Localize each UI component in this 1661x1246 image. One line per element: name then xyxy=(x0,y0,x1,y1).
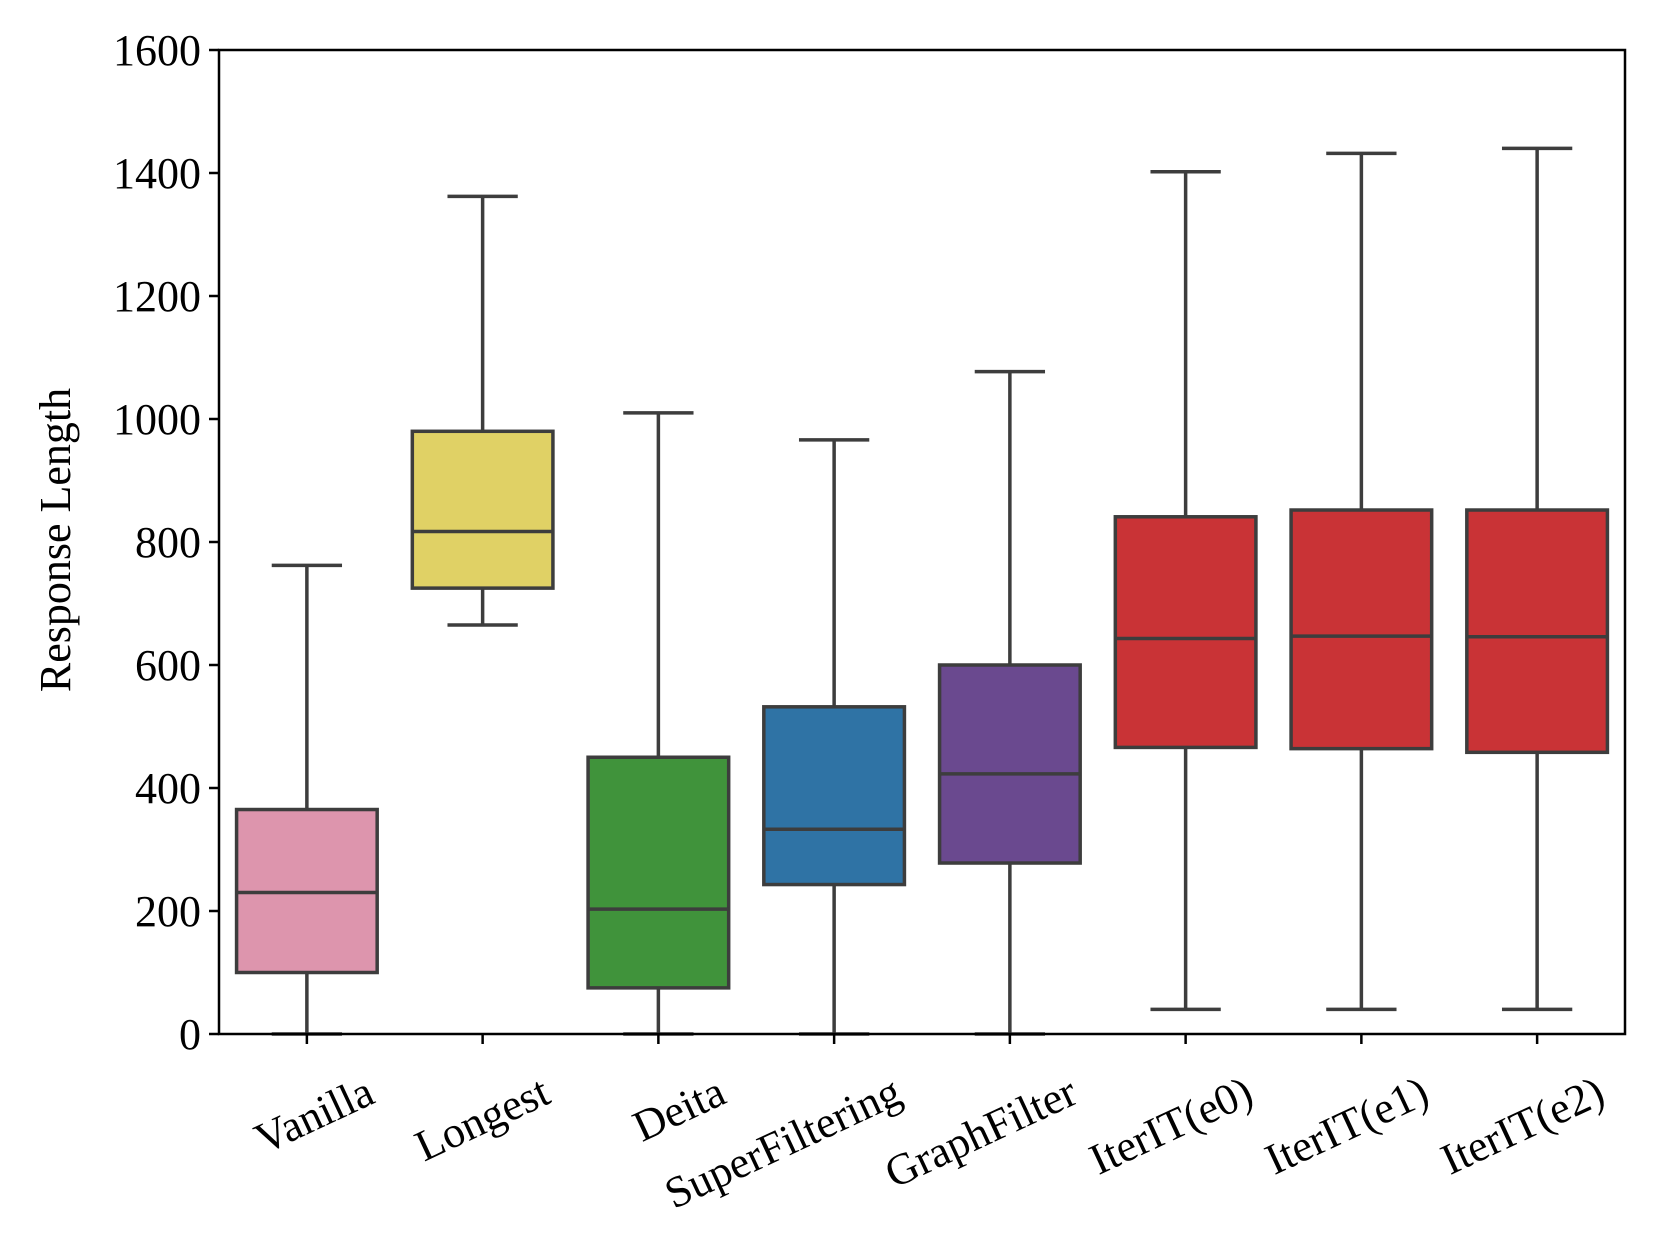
box-group-deita xyxy=(586,411,731,1036)
x-tick-label: IterIT(e0) xyxy=(1082,1067,1260,1185)
box-group-iterit-e2- xyxy=(1465,146,1610,1012)
iqr-box xyxy=(410,429,555,590)
y-tick-label: 400 xyxy=(135,764,201,813)
y-tick-label: 200 xyxy=(135,887,201,936)
iqr-box xyxy=(762,705,907,887)
iqr-box xyxy=(937,663,1082,865)
iqr-box xyxy=(586,755,731,990)
y-axis-title: Response Length xyxy=(31,388,80,692)
box-group-iterit-e1- xyxy=(1289,151,1434,1012)
x-tick-label: IterIT(e1) xyxy=(1258,1067,1436,1185)
y-tick-label: 600 xyxy=(135,641,201,690)
y-tick-label: 0 xyxy=(179,1010,201,1059)
x-axis: Vanilla Longest DeitaSuperFilteringGraphFi… xyxy=(247,1034,1611,1218)
box-group-vanilla xyxy=(234,563,379,1036)
y-tick-label: 1200 xyxy=(113,272,201,321)
plot-frame xyxy=(217,48,1627,1036)
y-tick-label: 1000 xyxy=(113,395,201,444)
y-tick-label: 1400 xyxy=(113,149,201,198)
x-tick-label: IterIT(e2) xyxy=(1433,1067,1611,1185)
y-axis: 0 200 400 600 800 1000 1200 1400 1600 xyxy=(113,26,219,1059)
x-tick-label: Deita xyxy=(626,1067,733,1152)
box-group-graphfilter xyxy=(937,369,1082,1036)
plot-marks xyxy=(234,146,1610,1036)
x-tick-label: GraphFilter xyxy=(877,1067,1084,1198)
y-tick-label: 1600 xyxy=(113,26,201,75)
iqr-box xyxy=(1465,508,1610,755)
iqr-box xyxy=(1113,515,1258,750)
x-tick-label: Vanilla xyxy=(247,1067,381,1164)
box-group-iterit-e0- xyxy=(1113,170,1258,1012)
x-tick-label: Longest xyxy=(408,1067,557,1171)
iqr-box xyxy=(1289,508,1434,751)
box-group-superfiltering xyxy=(762,438,907,1036)
box-group-longest xyxy=(410,194,555,627)
y-tick-label: 800 xyxy=(135,518,201,567)
